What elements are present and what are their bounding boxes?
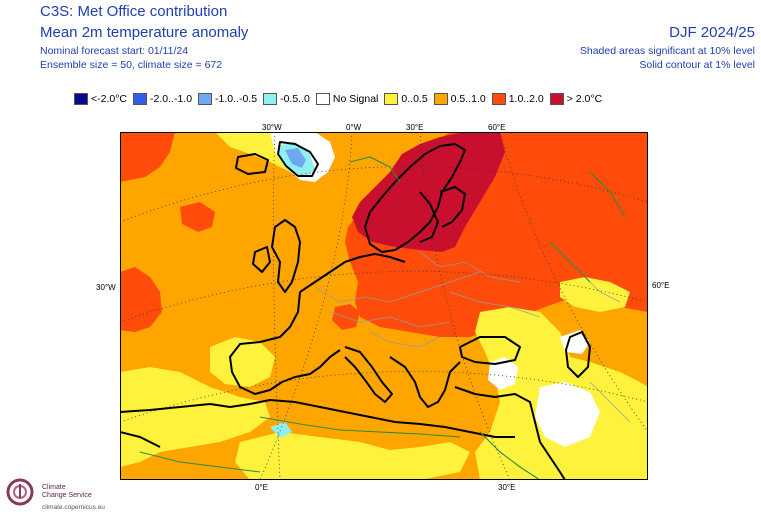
legend-swatch: [433, 93, 448, 105]
legend-item: 0..0.5: [384, 93, 428, 105]
field-yellow-caspian: [560, 277, 630, 312]
legend-item: -1.0..-0.5: [198, 93, 257, 105]
field-cold-mideast: [270, 422, 292, 438]
logo-line1: Climate: [42, 484, 66, 491]
legend-label: <-2.0°C: [91, 93, 128, 105]
field-yellow-north-africa: [120, 367, 270, 467]
legend-item: -0.5..0: [263, 93, 310, 105]
legend-swatch: [74, 93, 88, 105]
legend-swatch: [263, 93, 278, 105]
legend-swatch: [549, 93, 564, 105]
title: C3S: Met Office contribution: [40, 3, 228, 20]
field-warm-central-atlantic: [180, 202, 215, 232]
map-frame: [120, 132, 648, 480]
shading-note: Shaded areas significant at 10% level: [579, 45, 755, 57]
lon-label-right: 60°E: [652, 281, 670, 290]
legend-swatch: [491, 93, 506, 105]
anomaly-map: [120, 132, 648, 480]
field-warm-atlantic-w: [120, 267, 162, 332]
legend-swatch: [198, 93, 213, 105]
c3s-logo: Climate Change Service climate.copernicu…: [6, 474, 126, 518]
legend-item: -2.0..-1.0: [133, 93, 192, 105]
lon-label-bottom: 30°E: [498, 483, 516, 492]
lon-label-top: 60°E: [488, 123, 506, 132]
field-nosignal-mideast: [535, 382, 600, 447]
field-cold-greenland-core: [285, 148, 306, 168]
legend-item: No Signal: [315, 93, 379, 105]
legend-label: 0.5..1.0: [450, 93, 486, 105]
coastlines: [120, 141, 591, 480]
legend-label: -2.0..-1.0: [150, 93, 193, 105]
graticule: [120, 132, 648, 480]
forecast-start: Nominal forecast start: 01/11/24: [40, 45, 189, 57]
legend-item: 0.5..1.0: [433, 93, 486, 105]
legend-swatch: [384, 93, 399, 105]
field-nosignal-turkey: [488, 357, 518, 390]
logo-url: climate.copernicus.eu: [42, 504, 105, 511]
field-warm-atlantic-nw: [120, 132, 175, 182]
legend-item: > 2.0°C: [549, 93, 603, 105]
field-hot-scandinavia: [352, 132, 505, 252]
c3s-emblem-icon: [6, 478, 34, 506]
field-yellow-sahara-south: [235, 432, 470, 480]
significance-contours: [139, 156, 626, 480]
ensemble-size: Ensemble size = 50, climate size = 672: [40, 59, 223, 71]
lon-label-top: 0°W: [346, 123, 362, 132]
legend-label: 1.0..2.0: [508, 93, 544, 105]
legend-label: No Signal: [332, 93, 379, 105]
lon-label-top: 30°W: [262, 123, 282, 132]
lon-label-top: 30°E: [406, 123, 424, 132]
logo-line2: Change Service: [42, 492, 92, 499]
legend-item: 1.0..2.0: [491, 93, 544, 105]
lon-label-left: 30°W: [96, 283, 116, 292]
field-yellow-iberia: [210, 337, 275, 387]
season-label: DJF 2024/25: [669, 24, 755, 41]
legend-label: -1.0..-0.5: [215, 93, 258, 105]
legend: <-2.0°C -2.0..-1.0 -1.0..-0.5 -0.5..0 No…: [74, 93, 602, 105]
legend-label: > 2.0°C: [566, 93, 603, 105]
legend-item: <-2.0°C: [74, 93, 127, 105]
legend-label: -0.5..0: [280, 93, 310, 105]
legend-swatch: [133, 93, 148, 105]
contour-note: Solid contour at 1% level: [639, 59, 755, 71]
lon-label-bottom: 0°E: [255, 483, 268, 492]
subtitle: Mean 2m temperature anomaly: [40, 24, 249, 41]
legend-swatch: [315, 93, 330, 105]
legend-label: 0..0.5: [401, 93, 428, 105]
